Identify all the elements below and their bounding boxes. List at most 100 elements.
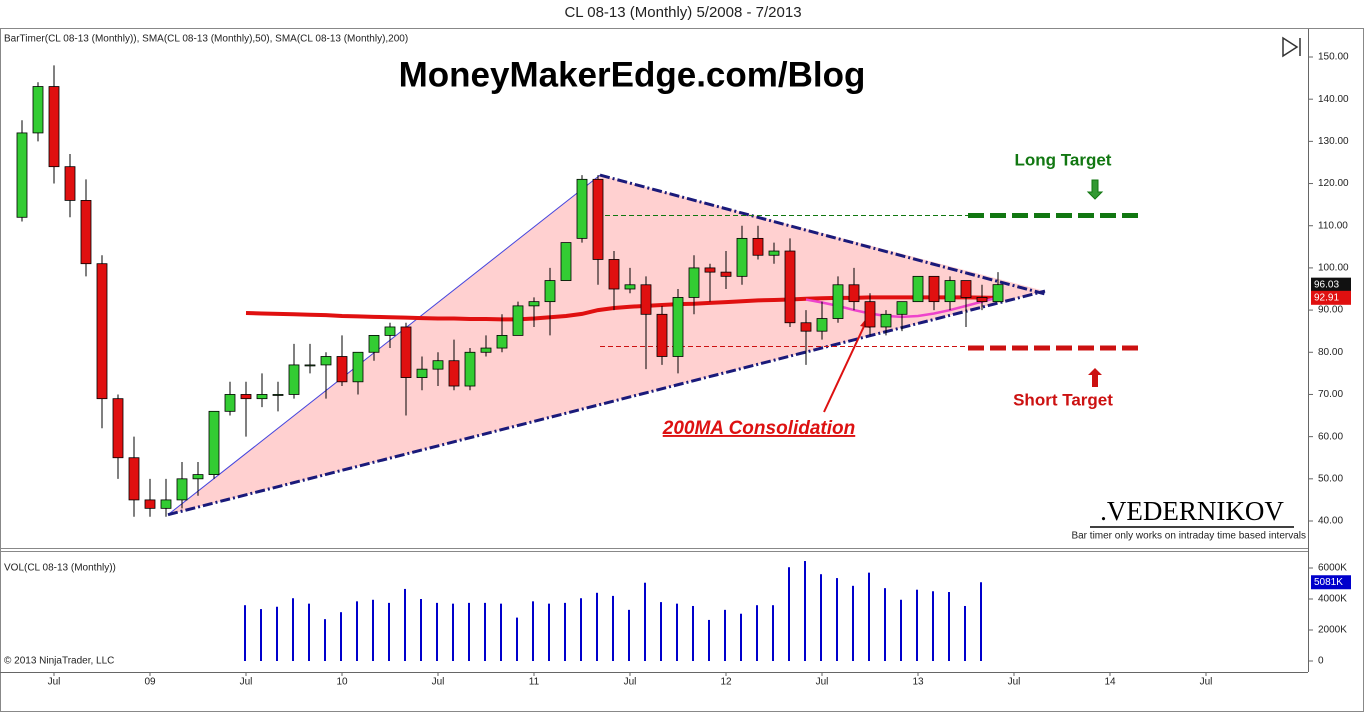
- candle-body: [912, 275, 924, 303]
- x-tick-label: Jul: [816, 677, 829, 688]
- trendline: [167, 174, 601, 516]
- candle-body: [656, 313, 668, 357]
- price-marker: [1311, 277, 1351, 292]
- candle-body: [800, 322, 812, 332]
- y-tick-label: 4000K: [1318, 594, 1347, 605]
- note: Bar timer only works on intraday time ba…: [1071, 531, 1306, 542]
- candle-body: [96, 263, 108, 400]
- copyright: © 2013 NinjaTrader, LLC: [4, 656, 114, 667]
- candle-body: [512, 305, 524, 336]
- resistance-line: [599, 173, 1046, 296]
- price-marker-label: 96.03: [1314, 279, 1339, 290]
- sma-marker: [1311, 290, 1351, 305]
- x-tick-label: 09: [144, 677, 156, 688]
- candle-body: [400, 326, 412, 378]
- candle-body: [208, 410, 220, 475]
- candle-body: [944, 280, 956, 303]
- sma-line: [245, 295, 999, 322]
- y-tick-label: 140.00: [1318, 94, 1349, 105]
- candle-body: [496, 334, 508, 349]
- candle-body: [448, 360, 460, 387]
- indicator-label: BarTimer(CL 08-13 (Monthly)), SMA(CL 08-…: [4, 34, 408, 45]
- y-tick-label: 130.00: [1318, 136, 1349, 147]
- candle-body: [960, 280, 972, 298]
- watermark: MoneyMakerEdge.com/Blog: [399, 55, 866, 94]
- candle-body: [640, 284, 652, 315]
- candle-body: [720, 271, 732, 277]
- y-tick-label: 6000K: [1318, 563, 1347, 574]
- candle-body: [752, 237, 764, 256]
- candle-body: [880, 313, 892, 328]
- x-tick-label: Jul: [1008, 677, 1021, 688]
- candle-body: [976, 297, 988, 303]
- candle-body: [624, 284, 636, 290]
- candle-body: [608, 259, 620, 290]
- candle-body: [48, 86, 60, 168]
- candle-body: [336, 356, 348, 383]
- x-tick-label: Jul: [624, 677, 637, 688]
- candle-body: [560, 242, 572, 281]
- candle-body: [112, 398, 124, 459]
- candle-body: [352, 351, 364, 383]
- y-tick-label: 60.00: [1318, 431, 1343, 442]
- candle-body: [288, 364, 300, 395]
- candle-body: [64, 166, 76, 201]
- chart-title: CL 08-13 (Monthly) 5/2008 - 7/2013: [564, 4, 801, 21]
- candle-body: [688, 267, 700, 298]
- candle-body: [240, 394, 252, 400]
- x-tick-label: Jul: [240, 677, 253, 688]
- candle-body: [160, 499, 172, 509]
- signature: .VEDERNIKOV: [1100, 496, 1284, 526]
- y-tick-label: 2000K: [1318, 625, 1347, 636]
- candle-body: [272, 394, 284, 396]
- candle-body: [192, 474, 204, 480]
- y-tick-label: 150.00: [1318, 52, 1349, 63]
- candle-body: [224, 394, 236, 412]
- x-tick-label: Jul: [1200, 677, 1213, 688]
- candle-body: [544, 280, 556, 303]
- x-tick-label: 12: [720, 677, 732, 688]
- candle-body: [768, 250, 780, 256]
- candle-body: [832, 284, 844, 319]
- candle-body: [464, 351, 476, 387]
- sma-marker-label: 92.91: [1314, 292, 1339, 303]
- candle-body: [784, 250, 796, 324]
- candle-body: [368, 334, 380, 353]
- candle-body: [592, 178, 604, 260]
- candle-body: [704, 267, 716, 273]
- candle-body: [128, 457, 140, 501]
- pointer-line: [823, 321, 867, 413]
- frame: [0, 28, 1364, 712]
- x-tick-label: Jul: [48, 677, 61, 688]
- x-tick-label: 13: [912, 677, 924, 688]
- candle-body: [176, 478, 188, 501]
- support-line: [167, 289, 1046, 517]
- y-tick-label: 80.00: [1318, 347, 1343, 358]
- volume-marker: [1311, 575, 1351, 590]
- candle-body: [528, 301, 540, 307]
- play-icon[interactable]: [1282, 36, 1301, 58]
- y-tick-label: 50.00: [1318, 473, 1343, 484]
- down-arrow: [1086, 179, 1104, 200]
- candle-body: [928, 275, 940, 303]
- y-tick-label: 90.00: [1318, 305, 1343, 316]
- short-target-label: Short Target: [1013, 390, 1113, 409]
- x-tick-label: Jul: [432, 677, 445, 688]
- candle-body: [384, 326, 396, 336]
- y-tick-label: 70.00: [1318, 389, 1343, 400]
- candle-body: [416, 368, 428, 378]
- candle-body: [16, 132, 28, 218]
- candle-body: [320, 356, 332, 366]
- consolidation-label: 200MA Consolidation: [662, 418, 855, 439]
- candle-body: [576, 178, 588, 239]
- long-target-label: Long Target: [1015, 150, 1112, 169]
- candle-body: [80, 200, 92, 265]
- x-tick-label: 14: [1104, 677, 1116, 688]
- volume-label: VOL(CL 08-13 (Monthly)): [4, 563, 116, 574]
- y-tick-label: 100.00: [1318, 263, 1349, 274]
- candle-body: [432, 360, 444, 370]
- y-tick-label: 120.00: [1318, 178, 1349, 189]
- candle-body: [992, 284, 1004, 303]
- volume-marker-label: 5081K: [1314, 577, 1343, 588]
